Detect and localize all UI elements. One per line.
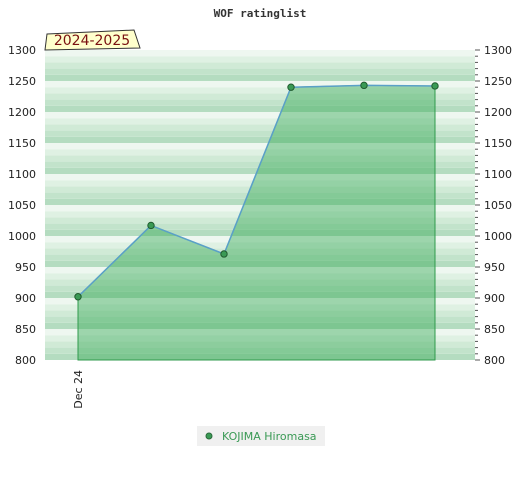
grid-band [45,99,475,106]
grid-band [45,74,475,81]
legend-label: KOJIMA Hiromasa [222,430,317,443]
y-tick-label-right: 1200 [484,106,512,119]
grid-band [45,316,475,323]
legend-marker [205,432,213,440]
chart-title: WOF ratinglist [214,7,307,20]
y-tick-label-left: 850 [15,323,36,336]
grid-band [45,87,475,94]
grid-band [45,242,475,249]
grid-band [45,260,475,267]
grid-band [45,223,475,230]
grid-band [45,329,475,336]
y-tick-label-right: 800 [484,354,505,367]
grid-band [45,285,475,292]
grid-band [45,254,475,261]
y-tick-label-right: 1000 [484,230,512,243]
grid-band [45,341,475,348]
grid-band [45,93,475,100]
y-tick-label-left: 900 [15,292,36,305]
y-tick-label-left: 1000 [8,230,36,243]
y-tick-label-right: 1300 [484,44,512,57]
grid-band [45,192,475,199]
legend: KOJIMA Hiromasa [197,426,325,446]
y-tick-label-left: 800 [15,354,36,367]
data-point [147,221,155,230]
x-axis: Dec 24 [72,370,85,409]
y-tick-label-right: 950 [484,261,505,274]
grid-band [45,298,475,305]
series-line [77,84,436,298]
grid-band [45,130,475,137]
grid-band [45,105,475,112]
area-layer [74,81,439,361]
y-tick-label-right: 1050 [484,199,512,212]
grid-band [45,136,475,143]
data-point [360,81,368,90]
grid-band [45,180,475,187]
data-point [287,83,295,91]
grid-band [45,81,475,88]
grid-band [45,322,475,329]
grid-band [45,112,475,119]
grid-band [45,211,475,218]
y-tick-label-left: 950 [15,261,36,274]
y-tick-label-left: 1250 [8,75,36,88]
grid-band [45,353,475,360]
y-tick-label-right: 1250 [484,75,512,88]
grid-band [45,217,475,224]
grid-band [45,174,475,181]
data-point [74,293,82,301]
grid-band [45,291,475,298]
grid-band [45,310,475,317]
grid-band [45,155,475,162]
grid-band [45,186,475,193]
y-tick-label-left: 1150 [8,137,36,150]
grid-band [45,149,475,156]
grid-band [45,335,475,342]
grid-band [45,50,475,57]
grid-band [45,236,475,243]
y-tick-label-right: 1100 [484,168,512,181]
grid-band [45,347,475,354]
grid-band [45,167,475,174]
y-tick-label-left: 1100 [8,168,36,181]
grid-band [45,267,475,274]
y-tick-label-left: 1200 [8,106,36,119]
grid-band [45,248,475,255]
right-axis: 800 850 900 950 1000 1050 1100 1150 1200 1250 1300 [475,44,512,367]
grid-band [45,124,475,131]
grid-band [45,68,475,75]
data-point [431,82,439,90]
y-tick-label-right: 900 [484,292,505,305]
grid-band [45,56,475,63]
left-axis: 800 850 900 950 1000 1050 1100 1150 1200 1250 1300 [8,44,36,367]
y-tick-label-left: 1050 [8,199,36,212]
grid-band [45,304,475,311]
season-badge: 2024-2025 [44,29,141,51]
grid-band [45,198,475,205]
grid-band [45,229,475,236]
grid-band [45,143,475,150]
grid-band [45,118,475,125]
grid-band [45,62,475,69]
grid-band [45,273,475,280]
grid-band [45,205,475,212]
grid-band [45,279,475,286]
y-tick-label-left: 1300 [8,44,36,57]
background-bands [45,50,475,360]
season-label: 2024-2025 [54,33,130,49]
x-tick-label: Dec 24 [72,370,85,409]
y-tick-label-right: 1150 [484,137,512,150]
y-tick-label-right: 850 [484,323,505,336]
data-point [220,250,228,258]
